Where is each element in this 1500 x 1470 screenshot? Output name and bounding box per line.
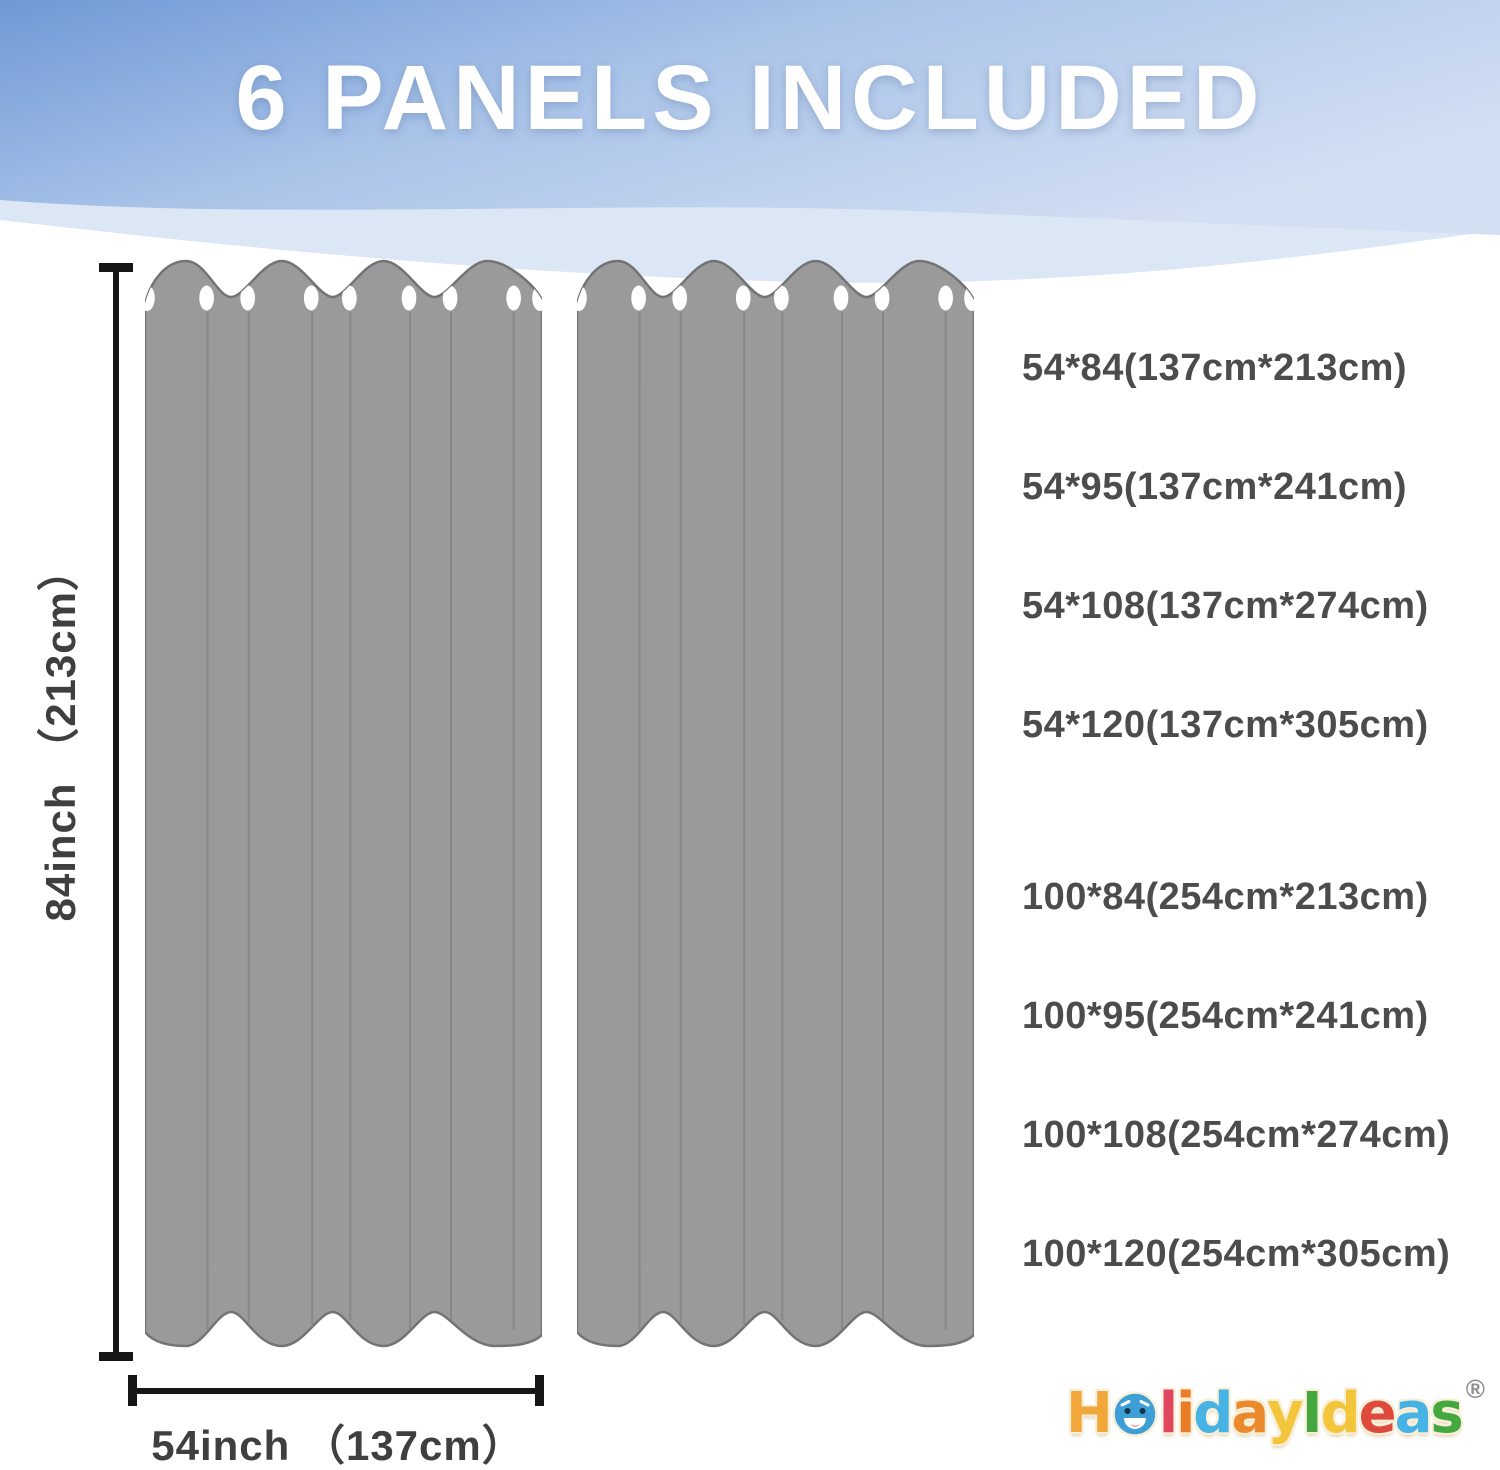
size-option-100x120: 100*120(254cm*305cm) [1022,1233,1451,1275]
logo-letter: H [1066,1381,1113,1446]
banner-title: 6 PANELS INCLUDED [235,47,1265,149]
smiley-o-icon [1112,1391,1158,1437]
height-dimension-label: 84inch （213cm） [37,548,84,922]
banner-wave-background [0,0,1500,283]
logo-letter: I [1301,1381,1323,1446]
width-dimension-line [131,1388,543,1394]
brand-logo: H lidayIdeas® [1066,1376,1485,1442]
logo-letter: l [1158,1381,1179,1446]
size-option-54x84: 54*84(137cm*213cm) [1022,347,1408,389]
logo-letter: d [1320,1381,1361,1446]
logo-letter: a [1394,1381,1433,1446]
logo-letter: y [1267,1381,1304,1446]
width-dimension-cap-right [535,1375,544,1406]
width-dimension-cap-left [128,1375,137,1406]
size-option-100x108: 100*108(254cm*274cm) [1022,1114,1451,1156]
width-dimension-label: 54inch （137cm） [151,1422,525,1469]
logo-letter: d [1193,1381,1234,1446]
size-list-100inch: 100*84(254cm*213cm) 100*95(254cm*241cm) … [1022,873,1450,1349]
height-dimension-cap-bottom [99,1352,133,1361]
logo-letter: i [1176,1381,1196,1446]
curtain-panel-right-illustration [577,250,974,1360]
registered-trademark: ® [1465,1374,1485,1404]
banner-bluewave [0,0,1500,235]
size-option-54x108: 54*108(137cm*274cm) [1022,585,1429,627]
size-option-54x120: 54*120(137cm*305cm) [1022,704,1429,746]
height-dimension-line [113,264,119,1356]
height-dimension-cap-top [99,263,133,272]
logo-letter: s [1430,1381,1464,1446]
curtain-panel-left-illustration [145,250,542,1360]
logo-letter: a [1231,1381,1270,1446]
size-option-54x95: 54*95(137cm*241cm) [1022,466,1408,508]
logo-letter: e [1358,1381,1397,1446]
size-list-54inch: 54*84(137cm*213cm) 54*95(137cm*241cm) 54… [1022,344,1429,820]
size-option-100x84: 100*84(254cm*213cm) [1022,876,1429,918]
size-option-100x95: 100*95(254cm*241cm) [1022,995,1429,1037]
